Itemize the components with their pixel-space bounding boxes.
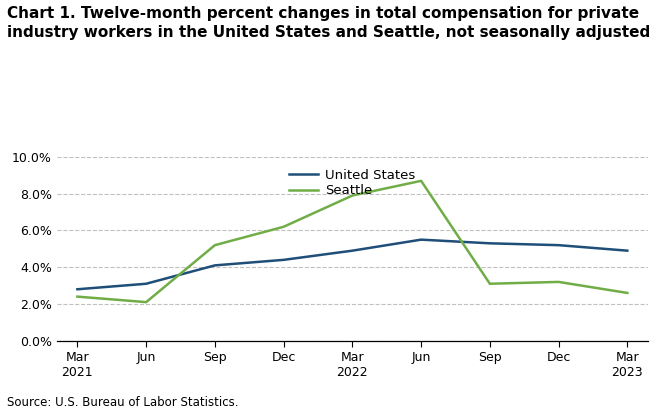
Seattle <box>211 243 219 248</box>
United States <box>554 243 562 248</box>
Text: Source: U.S. Bureau of Labor Statistics.: Source: U.S. Bureau of Labor Statistics. <box>7 396 238 409</box>
United States <box>349 248 357 253</box>
United States <box>211 263 219 268</box>
Seattle <box>280 224 288 229</box>
Line: United States: United States <box>77 240 627 289</box>
Seattle <box>554 280 562 285</box>
United States <box>142 281 150 286</box>
Legend: United States, Seattle: United States, Seattle <box>284 164 421 203</box>
Seattle <box>623 290 631 295</box>
Seattle <box>73 294 81 299</box>
Seattle <box>349 193 357 198</box>
United States <box>280 257 288 262</box>
Seattle <box>142 300 150 305</box>
United States <box>73 287 81 292</box>
Seattle <box>417 178 425 183</box>
United States <box>417 237 425 242</box>
United States <box>486 241 494 246</box>
Text: Chart 1. Twelve-month percent changes in total compensation for private
industry: Chart 1. Twelve-month percent changes in… <box>7 6 650 40</box>
Seattle <box>486 281 494 286</box>
Line: Seattle: Seattle <box>77 181 627 302</box>
United States <box>623 248 631 253</box>
